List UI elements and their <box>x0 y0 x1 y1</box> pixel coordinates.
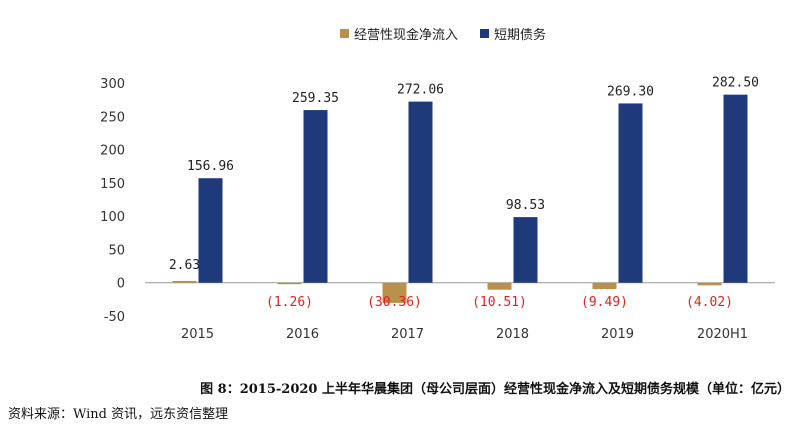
short-debt-data-label: 156.96 <box>187 159 234 174</box>
y-tick-label: 300 <box>100 77 125 92</box>
short-debt-bar <box>723 94 748 283</box>
cashflow-bar <box>487 282 512 290</box>
figure-caption: 图 8：2015-2020 上半年华晨集团（母公司层面）经营性现金净流入及短期债… <box>200 382 790 397</box>
short-debt-bar <box>618 103 643 283</box>
short-debt-bar <box>303 110 328 283</box>
legend-label-short-debt: 短期债务 <box>494 28 547 43</box>
y-tick-label: 100 <box>100 210 125 225</box>
legend-label-cashflow: 经营性现金净流入 <box>354 28 459 43</box>
x-tick-label: 2016 <box>286 327 319 342</box>
short-debt-bar <box>513 217 538 283</box>
y-tick-label: 200 <box>100 144 125 159</box>
legend-item-short-debt: 短期债务 <box>480 24 546 43</box>
cashflow-bar <box>277 282 302 285</box>
cashflow-data-label: (9.49) <box>581 295 628 310</box>
short-debt-data-label: 269.30 <box>607 84 654 99</box>
legend-swatch-cashflow <box>340 29 349 38</box>
x-tick-label: 2019 <box>601 327 634 342</box>
cashflow-data-label: (30.36) <box>367 295 422 310</box>
chart-legend: 经营性现金净流入 短期债务 <box>340 24 568 43</box>
cashflow-data-label: (4.02) <box>686 295 733 310</box>
cashflow-data-label: 2.63 <box>169 258 200 273</box>
y-tick-label: 50 <box>108 243 125 258</box>
bar-chart: -50 0 50 100 150 200 250 300 2015 2.63 156.96 2016 (… <box>100 76 775 342</box>
cashflow-data-label: (1.26) <box>266 295 313 310</box>
y-tick-label: 150 <box>100 177 125 192</box>
x-tick-label: 2018 <box>496 327 529 342</box>
legend-item-cashflow: 经营性现金净流入 <box>340 24 458 43</box>
short-debt-data-label: 98.53 <box>506 198 545 213</box>
cashflow-bar <box>697 282 722 286</box>
cashflow-bar <box>592 282 617 290</box>
short-debt-bar <box>198 178 223 283</box>
cashflow-bar <box>172 280 197 283</box>
cashflow-bar <box>382 282 407 303</box>
x-tick-label: 2020H1 <box>697 327 748 342</box>
short-debt-data-label: 282.50 <box>712 76 759 91</box>
short-debt-data-label: 259.35 <box>292 91 339 106</box>
legend-swatch-short-debt <box>480 29 490 38</box>
short-debt-bar <box>408 101 433 283</box>
x-tick-label: 2015 <box>181 327 214 342</box>
y-tick-label: 0 <box>117 277 125 292</box>
source-note: 资料来源：Wind 资讯，远东资信整理 <box>8 407 229 422</box>
y-tick-label: -50 <box>104 310 125 325</box>
short-debt-data-label: 272.06 <box>397 83 444 98</box>
cashflow-data-label: (10.51) <box>472 295 527 310</box>
x-tick-label: 2017 <box>391 327 424 342</box>
y-tick-label: 250 <box>100 110 125 125</box>
